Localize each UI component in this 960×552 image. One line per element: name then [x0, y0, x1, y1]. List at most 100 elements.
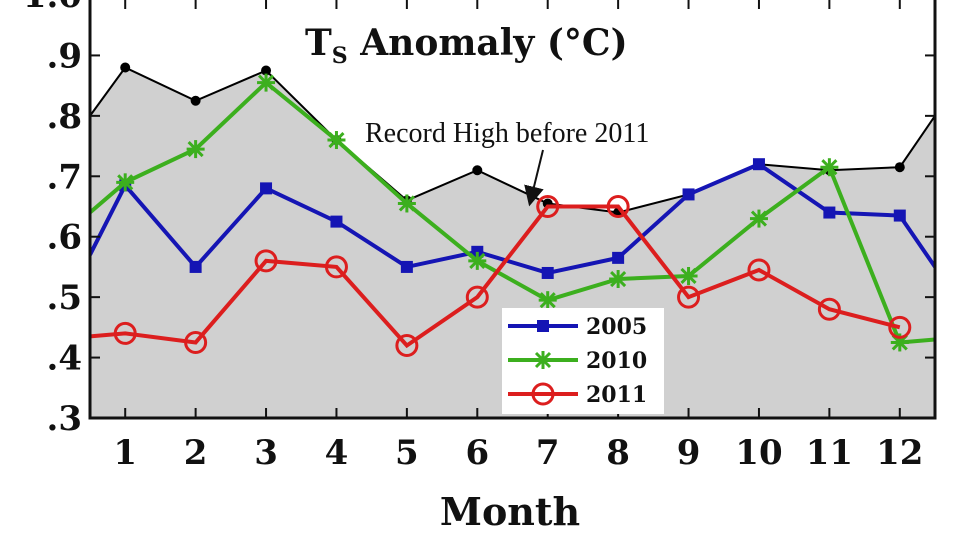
y-tick-label: .6	[47, 218, 83, 258]
record-high-point	[261, 65, 272, 76]
series-point-2011	[465, 285, 489, 309]
series-point-2005	[893, 209, 906, 222]
series-point-2010	[538, 291, 557, 310]
series-point-2010-stroke	[469, 252, 486, 269]
legend-label: 2010	[586, 348, 647, 374]
series-point-2010-stroke	[610, 270, 627, 288]
series-point-2011	[747, 258, 771, 282]
legend-item-2005: 2005	[508, 314, 647, 340]
series-point-2011	[113, 321, 137, 345]
series-point-2010-stroke	[821, 159, 838, 176]
series-point-2011	[536, 195, 560, 218]
chart-title-main: T	[305, 22, 332, 64]
series-point-2011	[254, 249, 278, 273]
y-tick-label: 1.0	[23, 0, 82, 16]
x-axis: 1 2 3 4 5 6 7 8 9 10 11 12	[113, 0, 923, 473]
plot-frame	[88, 0, 937, 420]
y-tick-label: .3	[47, 399, 83, 439]
record-high-area	[90, 67, 935, 418]
legend-swatch-marker	[534, 351, 552, 369]
legend-item-2011: 2011	[508, 382, 647, 408]
series-2005	[90, 158, 935, 279]
x-tick-label: 1	[113, 433, 137, 473]
record-high-point	[894, 162, 905, 173]
series-point-2010	[609, 270, 628, 289]
record-high-annotation: Record High before 2011	[365, 118, 649, 149]
series-point-2010-stroke	[117, 174, 134, 191]
x-tick-label: 11	[806, 433, 853, 473]
series-point-2010	[820, 158, 839, 177]
y-tick-label: .5	[47, 278, 83, 318]
chart-title-rest: Anomaly (°C)	[348, 22, 628, 64]
series-point-2005	[752, 158, 765, 171]
series-point-2011	[677, 285, 701, 309]
x-tick-label: 4	[325, 433, 349, 473]
series-line-2011	[90, 204, 901, 349]
series-point-2005	[471, 245, 484, 258]
x-axis-title: Month	[440, 489, 580, 534]
series-point-2010-stroke	[187, 141, 204, 158]
legend-swatch-marker	[537, 320, 549, 332]
record-high-line	[90, 66, 935, 214]
series-point-2005	[260, 182, 273, 195]
y-tick-label: .4	[47, 339, 83, 379]
series-point-2010-stroke	[257, 74, 275, 91]
series-point-2010-stroke	[398, 195, 415, 212]
series-point-2005	[330, 215, 343, 228]
series-point-2011	[395, 333, 419, 357]
annotation-arrow	[524, 149, 544, 207]
x-tick-label: 2	[184, 433, 208, 473]
series-point-2010-stroke	[750, 210, 768, 227]
x-tick-label: 10	[735, 433, 782, 473]
series-point-2010	[327, 131, 346, 150]
x-tick-label: 7	[536, 433, 560, 473]
y-axis: .3 .4 .5 .6 .7 .8 .9 1.0	[23, 0, 935, 439]
legend-label: 2005	[586, 314, 647, 340]
series-point-2010	[116, 173, 135, 192]
y-tick-label: .7	[47, 157, 83, 197]
series-layer	[90, 73, 935, 357]
series-point-2011	[606, 195, 630, 218]
series-point-2005	[823, 206, 836, 219]
series-point-2005	[189, 260, 202, 273]
series-point-2010-stroke	[328, 131, 345, 149]
x-tick-label: 12	[876, 433, 923, 473]
x-tick-label: 3	[254, 433, 278, 473]
series-point-2010	[468, 251, 487, 270]
x-tick-label: 9	[677, 433, 701, 473]
series-point-2010	[749, 209, 768, 228]
series-point-2010-stroke	[680, 267, 697, 285]
series-point-2010	[257, 73, 276, 92]
x-tick-label: 6	[465, 433, 489, 473]
chart-title-subscript: S	[332, 43, 348, 69]
y-tick-label: .8	[47, 97, 83, 137]
x-tick-label: 8	[606, 433, 630, 473]
series-line-2005	[90, 161, 935, 276]
series-point-2010	[679, 266, 698, 285]
series-point-2011	[888, 315, 912, 339]
legend-label: 2011	[586, 382, 647, 408]
series-point-2011	[184, 330, 208, 354]
series-2011	[90, 195, 912, 357]
series-point-2010	[186, 140, 205, 159]
series-point-2005	[400, 260, 413, 273]
y-tick-label: .9	[47, 36, 83, 76]
series-point-2005	[612, 251, 625, 264]
x-tick-label: 5	[395, 433, 419, 473]
series-point-2010	[397, 194, 416, 213]
record-high-point	[190, 95, 201, 106]
series-point-2005	[541, 266, 554, 279]
series-line-2010	[90, 79, 935, 345]
chart-title: TS Anomaly (°C)	[305, 22, 628, 69]
series-point-2011	[324, 255, 348, 279]
record-high-point	[472, 165, 483, 176]
series-2010	[90, 73, 935, 352]
record-high-point	[120, 62, 131, 73]
legend-item-2010: 2010	[508, 348, 647, 374]
legend-swatch-marker	[531, 382, 555, 406]
legend-swatch-marker-stroke	[534, 351, 552, 369]
legend: 2005 2010 2011	[502, 308, 664, 414]
series-point-2010-stroke	[539, 292, 556, 309]
series-point-2011	[817, 297, 841, 321]
